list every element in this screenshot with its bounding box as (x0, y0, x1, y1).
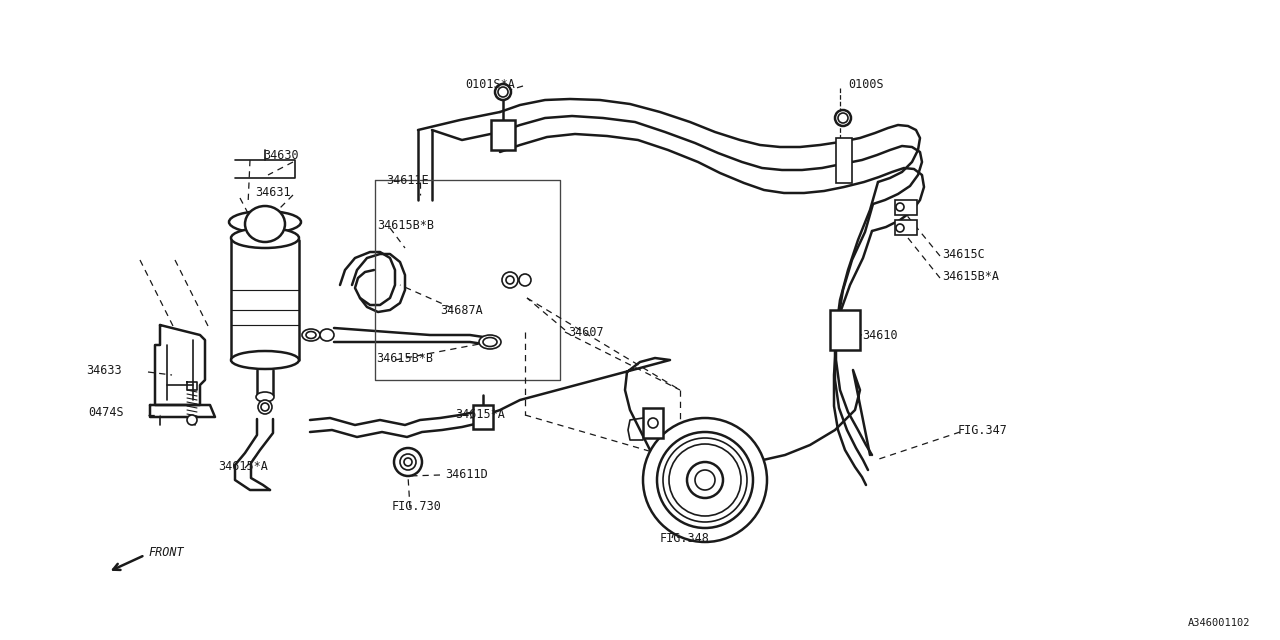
Text: FIG.347: FIG.347 (957, 424, 1007, 436)
Text: 34630: 34630 (262, 148, 298, 161)
Circle shape (643, 418, 767, 542)
Text: 34611D: 34611D (445, 467, 488, 481)
Ellipse shape (230, 351, 300, 369)
Ellipse shape (320, 329, 334, 341)
Ellipse shape (244, 206, 285, 242)
Ellipse shape (256, 392, 274, 402)
Bar (829, 310, 860, 350)
Bar (474, 405, 493, 429)
Ellipse shape (229, 211, 301, 233)
Circle shape (896, 224, 904, 232)
Text: 34610: 34610 (861, 328, 897, 342)
Circle shape (502, 272, 518, 288)
Text: 34607: 34607 (568, 326, 604, 339)
Bar (492, 120, 515, 150)
Ellipse shape (479, 335, 500, 349)
Text: 34615B*A: 34615B*A (942, 269, 998, 282)
Circle shape (687, 462, 723, 498)
Text: 0100S: 0100S (849, 77, 883, 90)
Text: 34687A: 34687A (440, 303, 483, 317)
Text: 34615B*B: 34615B*B (376, 351, 433, 365)
Circle shape (506, 276, 515, 284)
Circle shape (663, 438, 748, 522)
Ellipse shape (483, 337, 497, 346)
Text: 34633: 34633 (86, 364, 122, 376)
Circle shape (404, 458, 412, 466)
Text: A346001102: A346001102 (1188, 618, 1251, 628)
Circle shape (835, 110, 851, 126)
Circle shape (669, 444, 741, 516)
Circle shape (187, 415, 197, 425)
Circle shape (518, 274, 531, 286)
Ellipse shape (306, 332, 316, 339)
Text: FIG.348: FIG.348 (660, 531, 710, 545)
Text: 34611E: 34611E (387, 173, 429, 186)
Bar (643, 408, 663, 438)
Text: 0474S: 0474S (88, 406, 124, 419)
Text: 34615*A: 34615*A (218, 461, 268, 474)
Bar (895, 200, 916, 215)
Circle shape (495, 84, 511, 100)
Text: 34631: 34631 (255, 186, 291, 198)
Circle shape (896, 203, 904, 211)
Ellipse shape (302, 329, 320, 341)
Text: 34615C: 34615C (942, 248, 984, 260)
Circle shape (401, 454, 416, 470)
Circle shape (838, 113, 849, 123)
Bar (895, 220, 916, 235)
Text: 34615*A: 34615*A (454, 408, 504, 422)
Text: 34615B*B: 34615B*B (378, 218, 434, 232)
Circle shape (695, 470, 716, 490)
Circle shape (394, 448, 422, 476)
Ellipse shape (230, 228, 300, 248)
Text: 0101S*A: 0101S*A (465, 77, 515, 90)
Text: FRONT: FRONT (148, 547, 183, 559)
Circle shape (261, 403, 269, 411)
Circle shape (648, 418, 658, 428)
Bar (836, 138, 852, 183)
Circle shape (498, 87, 508, 97)
Circle shape (657, 432, 753, 528)
Circle shape (259, 400, 273, 414)
Text: FIG.730: FIG.730 (392, 500, 442, 513)
